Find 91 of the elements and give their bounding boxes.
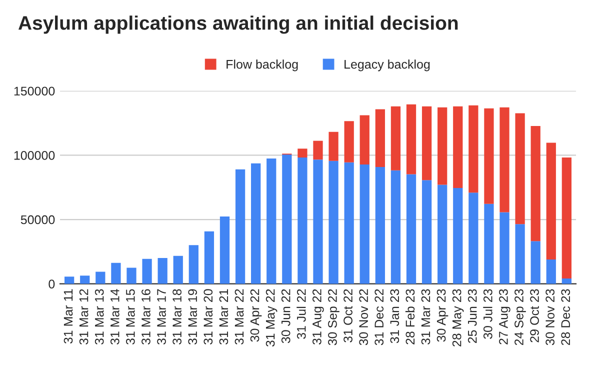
x-tick-label: 24 Sep 23	[514, 289, 526, 346]
x-tick-label: 30 Apr 22	[250, 289, 262, 342]
bar	[500, 107, 510, 212]
x-tick-label: 28 Dec 23	[561, 289, 570, 346]
bar	[344, 162, 354, 284]
bar	[158, 258, 168, 284]
bar	[188, 245, 198, 284]
bar	[344, 121, 354, 162]
bar	[453, 106, 463, 188]
bar	[64, 276, 74, 284]
x-tick-label: 31 Mar 18	[172, 289, 182, 344]
bar	[515, 224, 525, 284]
x-tick-label: 28 May 23	[452, 289, 464, 346]
bar	[546, 142, 556, 260]
bar	[360, 164, 370, 284]
bar	[406, 104, 416, 174]
bar	[390, 170, 401, 284]
x-tick-label: 30 Jul 23	[483, 289, 492, 339]
x-tick-label: 31 Mar 13	[94, 289, 104, 344]
bar	[298, 148, 308, 158]
bar	[173, 256, 183, 284]
x-tick-label: 27 Aug 23	[499, 289, 510, 344]
bar	[96, 272, 106, 284]
bar	[111, 262, 121, 284]
x-tick-label: 28 Feb 23	[405, 289, 415, 344]
x-tick-label: 31 Mar 14	[110, 289, 120, 344]
y-tick-label: 50000	[20, 215, 55, 224]
x-tick-label: 31 May 22	[266, 289, 278, 347]
x-tick-label: 31 Mar 23	[421, 289, 430, 344]
x-tick-label: 31 Dec 22	[374, 289, 384, 346]
x-tick-label: 31 Mar 21	[219, 289, 228, 344]
x-tick-label: 31 Mar 15	[126, 289, 135, 344]
x-tick-label: 31 Mar 17	[157, 289, 166, 344]
bar	[235, 169, 246, 284]
bar	[282, 154, 292, 284]
x-tick-label: 31 Mar 16	[142, 289, 150, 344]
bar	[220, 216, 230, 284]
x-tick-label: 30 Nov 22	[359, 289, 368, 346]
bar	[468, 105, 478, 193]
y-tick-label: 0	[48, 280, 55, 288]
bar	[360, 115, 370, 164]
bar	[484, 204, 494, 284]
bar	[298, 158, 308, 284]
bar	[80, 276, 90, 284]
bar	[546, 260, 556, 284]
bar	[530, 241, 540, 284]
bar	[375, 109, 385, 168]
legend-label: Legacy backlog	[344, 60, 430, 72]
bar	[500, 212, 510, 284]
x-tick-label: 29 Oct 23	[530, 289, 539, 342]
x-tick-label: 30 Apr 23	[436, 289, 448, 342]
bar	[422, 106, 432, 180]
bar	[390, 106, 401, 170]
legend-label: Flow backlog	[226, 60, 298, 72]
bar	[562, 158, 572, 279]
x-tick-label: 30 Nov 23	[546, 289, 554, 346]
bar	[468, 192, 478, 284]
bar	[515, 113, 525, 224]
bar	[375, 167, 385, 284]
x-tick-label: 31 Mar 20	[204, 289, 213, 344]
bar	[484, 108, 494, 204]
x-tick-label: 31 Jul 22	[296, 289, 306, 339]
y-tick-label: 100000	[14, 151, 55, 160]
bar	[251, 163, 261, 284]
bar	[328, 132, 338, 161]
bar	[266, 158, 276, 284]
bar	[438, 107, 448, 185]
bar	[204, 231, 214, 284]
bar	[438, 184, 448, 284]
bar	[422, 180, 432, 284]
x-tick-label: 30 Jun 22	[281, 289, 290, 344]
bar	[562, 278, 572, 284]
bar	[313, 140, 323, 160]
bar	[453, 188, 463, 284]
x-tick-label: 31 Aug 22	[312, 289, 324, 344]
x-tick-label: 31 Jan 23	[390, 289, 400, 344]
bar	[530, 126, 540, 242]
x-tick-label: 31 Mar 11	[64, 289, 73, 344]
bar	[328, 160, 338, 284]
x-tick-label: 30 Sep 22	[328, 289, 340, 346]
bar	[406, 174, 416, 284]
x-tick-label: 31 Oct 22	[344, 289, 352, 342]
bar	[142, 258, 152, 284]
x-tick-label: 31 Mar 22	[234, 289, 244, 344]
y-tick-label: 150000	[14, 86, 55, 96]
chart-title: Asylum applications awaiting an initial decision	[18, 16, 458, 34]
bar	[126, 268, 136, 284]
bar	[313, 160, 323, 284]
x-tick-label: 31 Mar 19	[188, 289, 198, 344]
x-tick-label: 31 Mar 12	[79, 289, 88, 344]
x-tick-label: 25 Jun 23	[468, 289, 477, 343]
